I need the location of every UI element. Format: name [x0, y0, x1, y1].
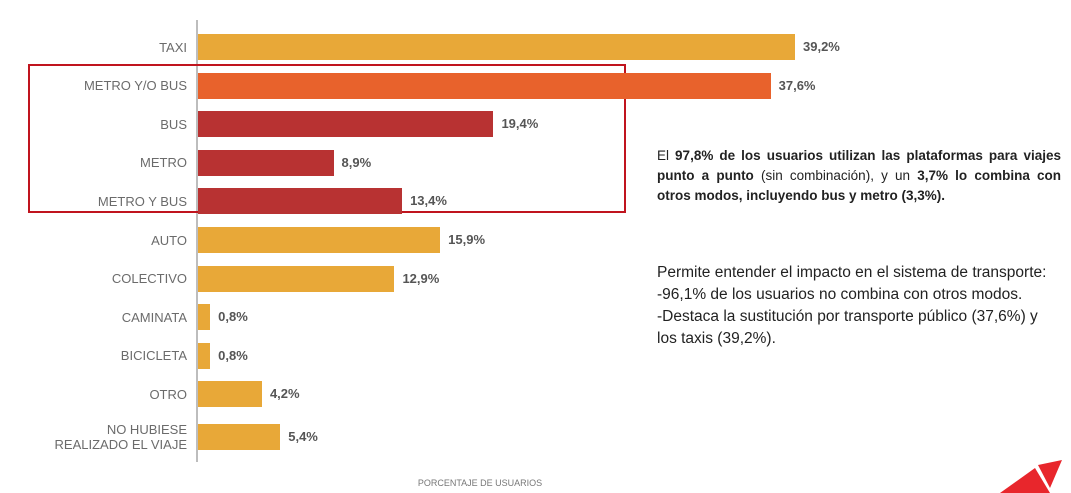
y-tick-label: BICICLETA: [120, 348, 187, 364]
bar: [198, 111, 494, 138]
logo: [1000, 460, 1062, 493]
value-label: 19,4%: [501, 116, 539, 132]
y-tick-label: OTRO: [149, 386, 187, 402]
value-label: 0,8%: [218, 309, 248, 325]
y-tick-label: AUTO: [151, 232, 187, 248]
value-label: 39,2%: [803, 39, 840, 54]
x-axis-label: PORCENTAJE DE USUARIOS: [417, 478, 543, 488]
note-line: -Destaca la sustitución por transporte p…: [657, 308, 1038, 347]
value-label: 5,4%: [288, 429, 318, 444]
note-line: Permite entender el impacto en el sistem…: [657, 264, 1047, 281]
note-line: -96,1% de los usuarios no combina con ot…: [657, 286, 1023, 303]
bar: [198, 342, 211, 369]
value-label: 13,4%: [410, 193, 447, 209]
value-label: 0,8%: [218, 347, 248, 363]
bar: [198, 188, 403, 215]
y-tick-label: METRO Y/O BUS: [83, 78, 187, 94]
y-tick-label: BUS: [160, 116, 187, 132]
bar: [198, 424, 281, 450]
bar: [198, 381, 262, 408]
axis-line: [196, 20, 198, 462]
y-tick-label: METRO: [140, 155, 187, 171]
bar: [198, 304, 211, 331]
value-label: 8,9%: [341, 154, 372, 170]
y-tick-label: CAMINATA: [121, 309, 187, 325]
note: Permite entender el impacto en el sistem…: [657, 262, 1061, 350]
bar: [198, 72, 771, 99]
value-label: 4,2%: [269, 386, 300, 402]
bar: [198, 265, 395, 292]
bar: [198, 227, 441, 253]
note: El 97,8% de los usuarios utilizan las pl…: [657, 146, 1061, 206]
note-text: (sin combinación), y un: [753, 168, 918, 183]
bar: [198, 149, 334, 176]
note-text: 97,8% de los usuarios utilizan las plata…: [657, 148, 1061, 183]
y-tick-label: COLECTIVO: [111, 271, 187, 287]
y-tick-label: NO HUBIESE REALIZADO EL VIAJE: [54, 422, 187, 452]
note-text: 3,7% lo combina con otros modos, incluye…: [657, 168, 1062, 203]
y-tick-label: TAXI: [159, 39, 187, 55]
value-label: 15,9%: [448, 232, 486, 247]
note-text: El: [657, 148, 676, 163]
bar: [198, 34, 795, 60]
y-tick-label: METRO Y BUS: [97, 193, 187, 209]
value-label: 37,6%: [778, 77, 816, 93]
value-label: 12,9%: [402, 270, 440, 286]
